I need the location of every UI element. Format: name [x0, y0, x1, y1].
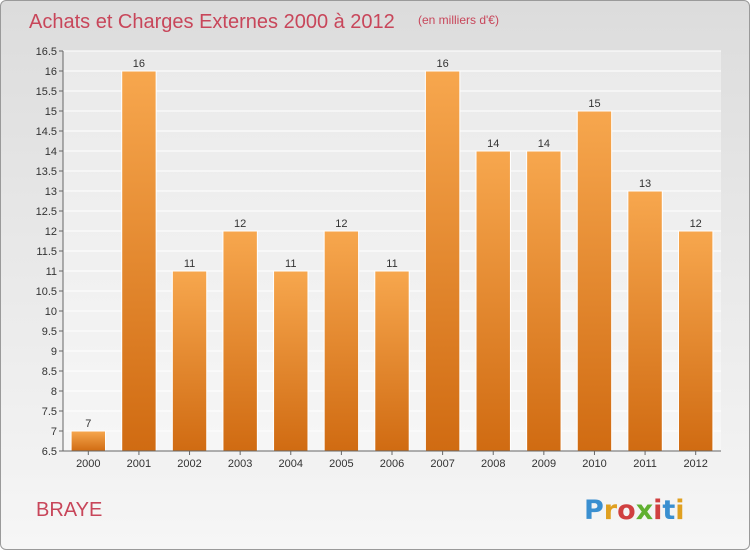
x-tick-label: 2007 — [430, 458, 454, 470]
bar-2001 — [121, 70, 157, 452]
bar-2002 — [171, 270, 208, 452]
x-tick-label: 2005 — [329, 458, 353, 470]
y-tick-label: 12 — [45, 226, 57, 238]
chart-title: Achats et Charges Externes 2000 à 2012 — [29, 11, 395, 33]
bar-2007 — [424, 70, 461, 452]
y-tick-label: 13.5 — [36, 166, 57, 178]
y-tick-label: 11.5 — [36, 246, 57, 258]
x-tick-label: 2006 — [380, 458, 404, 470]
chart-unit-note: (en milliers d'€) — [418, 13, 499, 27]
y-tick-label: 12.5 — [36, 206, 57, 218]
x-tick-label: 2012 — [683, 458, 707, 470]
y-tick-label: 8 — [51, 386, 57, 398]
logo-letter: r — [604, 495, 618, 526]
y-tick-label: 8.5 — [42, 366, 57, 378]
x-tick-label: 2011 — [633, 458, 657, 470]
logo-letter: t — [662, 495, 675, 526]
x-tick-label: 2009 — [532, 458, 556, 470]
bar-2003 — [222, 230, 258, 452]
y-tick-label: 16 — [45, 66, 57, 78]
bar-2010 — [576, 110, 613, 452]
bar-2008 — [475, 150, 511, 452]
bar-value-label: 16 — [436, 58, 448, 70]
logo-letter: i — [675, 495, 684, 526]
logo-letter: i — [653, 495, 662, 526]
x-tick-label: 2008 — [481, 458, 505, 470]
y-tick-label: 7 — [51, 426, 57, 438]
y-tick-label: 7.5 — [42, 406, 57, 418]
y-tick-label: 16.5 — [36, 46, 57, 58]
y-tick-label: 9 — [51, 346, 57, 358]
x-tick-label: 2001 — [127, 458, 151, 470]
y-tick-label: 10.5 — [36, 286, 57, 298]
bar-2004 — [273, 270, 309, 452]
bars: 7 16 11 12 11 12 11 16 14 14 15 13 12 — [70, 58, 714, 452]
bar-2012 — [677, 230, 714, 452]
y-tick-label: 10 — [45, 306, 57, 318]
x-tick-label: 2010 — [582, 458, 606, 470]
bar-value-label: 12 — [335, 218, 347, 230]
bar-value-label: 12 — [690, 218, 702, 230]
bar-value-label: 11 — [184, 258, 195, 270]
y-tick-label: 9.5 — [42, 326, 57, 338]
bar-2011 — [627, 190, 663, 452]
x-tick-label: 2003 — [228, 458, 252, 470]
y-tick-label: 15 — [45, 106, 57, 118]
y-tick-label: 14 — [45, 146, 57, 158]
y-tick-label: 13 — [45, 186, 57, 198]
x-tick-label: 2000 — [76, 458, 100, 470]
axes: 6.5 7 7.5 8 8.5 9 9.5 10 10.5 11 11.5 12 12.5 13 13.5 1… — [36, 46, 721, 470]
x-tick-label: 2004 — [279, 458, 303, 470]
bar-value-label: 14 — [538, 138, 550, 150]
commune-name: BRAYE — [36, 499, 102, 521]
bar-value-label: 7 — [85, 418, 91, 430]
logo-letter: x — [636, 495, 653, 526]
y-tick-label: 15.5 — [36, 86, 57, 98]
bar-value-label: 13 — [639, 178, 651, 190]
bar-2005 — [323, 230, 360, 452]
proxiti-logo: Proxiti — [584, 495, 685, 526]
bar-value-label: 15 — [588, 98, 600, 110]
bar-value-label: 11 — [386, 258, 397, 270]
bar-value-label: 16 — [133, 58, 145, 70]
y-tick-label: 6.5 — [42, 446, 57, 458]
bar-2006 — [374, 270, 410, 452]
logo-letter: o — [617, 495, 636, 526]
bar-value-label: 12 — [234, 218, 246, 230]
bar-2000 — [70, 430, 107, 452]
bar-value-label: 14 — [487, 138, 499, 150]
y-tick-label: 11 — [46, 266, 57, 278]
x-tick-label: 2002 — [177, 458, 201, 470]
y-tick-label: 14.5 — [36, 126, 57, 138]
bar-2009 — [526, 150, 562, 452]
logo-letter: P — [584, 495, 604, 526]
bar-value-label: 11 — [285, 258, 296, 270]
